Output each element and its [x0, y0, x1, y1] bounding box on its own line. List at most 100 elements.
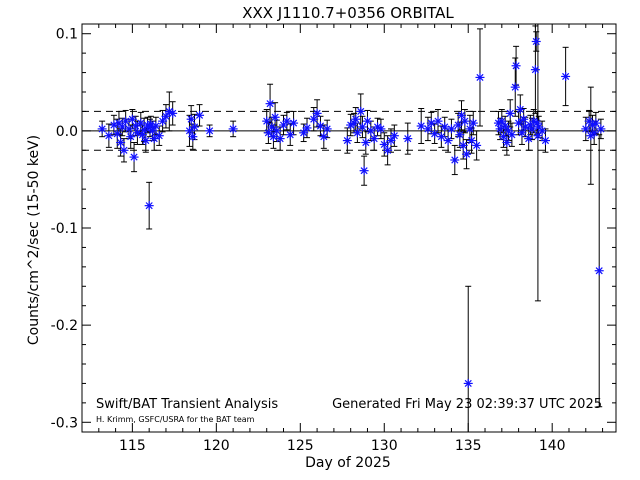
data-point	[124, 124, 134, 134]
x-tick-label: 115	[119, 438, 146, 454]
data-point	[510, 82, 520, 92]
y-axis-label: Counts/cm^2/sec (15-50 keV)	[26, 135, 42, 345]
data-point	[158, 116, 168, 126]
data-point	[383, 145, 393, 155]
data-point	[112, 129, 122, 139]
data-point	[591, 118, 601, 128]
data-point	[594, 266, 604, 276]
chart-title: XXX J1110.7+0356 ORBITAL	[242, 4, 454, 22]
error-bars	[99, 24, 604, 432]
data-point	[270, 112, 280, 122]
data-point	[352, 128, 362, 138]
y-tick-label: 0.0	[56, 124, 78, 140]
data-point	[366, 126, 376, 136]
data-point	[312, 108, 322, 118]
data-point	[519, 114, 529, 124]
data-point	[596, 124, 606, 134]
data-point	[453, 120, 463, 130]
x-tick-label: 130	[371, 438, 398, 454]
data-point	[455, 130, 465, 140]
data-point	[530, 65, 540, 75]
data-point	[195, 110, 205, 120]
data-point	[524, 134, 534, 144]
data-point	[315, 121, 325, 131]
data-point	[436, 132, 446, 142]
data-point	[369, 134, 379, 144]
data-point	[141, 136, 151, 146]
data-point	[561, 71, 571, 81]
data-point	[450, 155, 460, 165]
data-point	[342, 136, 352, 146]
data-point	[126, 132, 136, 142]
data-point	[475, 72, 485, 82]
data-point	[359, 166, 369, 176]
data-point	[515, 104, 525, 114]
data-point	[263, 128, 273, 138]
data-point	[505, 108, 515, 118]
data-point	[205, 126, 215, 136]
data-point	[148, 126, 158, 136]
data-point	[154, 131, 164, 141]
data-point	[357, 122, 367, 132]
data-point	[581, 124, 591, 134]
data-point	[472, 140, 482, 150]
y-tick-label: -0.2	[51, 318, 78, 334]
data-point	[443, 136, 453, 146]
data-point	[430, 129, 440, 139]
data-point	[540, 136, 550, 146]
generated-timestamp: Generated Fri May 23 02:39:37 UTC 2025	[332, 397, 602, 412]
data-point	[389, 131, 399, 141]
plot-frame	[81, 23, 617, 433]
data-point	[502, 138, 512, 148]
x-axis-label: Day of 2025	[305, 455, 391, 471]
data-point	[121, 116, 131, 126]
x-tick-label: 120	[203, 438, 230, 454]
data-point	[458, 140, 468, 150]
data-point	[351, 114, 361, 124]
y-tick-label: -0.3	[51, 415, 78, 431]
data-point	[433, 116, 443, 126]
data-point	[498, 132, 508, 142]
data-point	[190, 122, 200, 132]
data-point	[507, 130, 517, 140]
data-point	[136, 118, 146, 128]
data-point	[319, 132, 329, 142]
data-point	[531, 36, 541, 46]
data-point	[356, 106, 366, 116]
data-point	[168, 108, 178, 118]
data-point	[322, 124, 332, 134]
x-axis: 115 120 125 130 135 140	[81, 24, 604, 454]
data-point	[299, 128, 309, 138]
analysis-label: Swift/BAT Transient Analysis	[96, 397, 278, 412]
data-point	[462, 149, 472, 159]
data-point	[520, 122, 530, 132]
data-point	[119, 145, 129, 155]
x-tick-label: 140	[539, 438, 566, 454]
data-point	[416, 121, 426, 131]
data-point	[285, 130, 295, 140]
data-point	[403, 134, 413, 144]
data-point	[186, 114, 196, 124]
data-point	[265, 99, 275, 109]
data-point	[272, 126, 282, 136]
data-point	[131, 121, 141, 131]
data-point	[289, 118, 299, 128]
x-tick-label: 125	[287, 438, 314, 454]
data-point	[127, 114, 137, 124]
data-point	[497, 116, 507, 126]
data-point	[514, 118, 524, 128]
credit-label: H. Krimm, GSFC/USRA for the BAT team	[96, 415, 255, 424]
data-point	[362, 116, 372, 126]
data-point	[97, 124, 107, 134]
data-point	[527, 124, 537, 134]
data-point	[188, 132, 198, 142]
data-point	[500, 121, 510, 131]
y-tick-label: -0.1	[51, 221, 78, 237]
data-point	[495, 124, 505, 134]
data-point	[302, 123, 312, 133]
data-point	[161, 111, 171, 121]
data-point	[386, 136, 396, 146]
data-point	[144, 201, 154, 211]
data-point	[589, 128, 599, 138]
